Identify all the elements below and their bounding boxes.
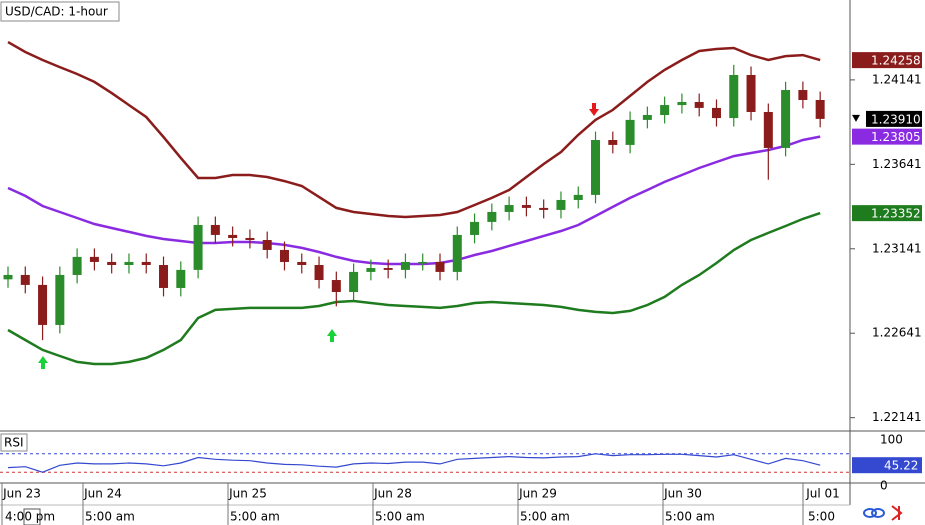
chart-title: USD/CAD: 1-hour — [5, 5, 108, 19]
candle-body — [608, 140, 618, 145]
band-value-box — [852, 128, 922, 145]
candle-body — [107, 261, 117, 265]
date-label: Jun 28 — [373, 487, 412, 501]
time-label: 4:00 pm — [5, 510, 55, 524]
band-value-box — [852, 205, 922, 222]
candle-body — [763, 111, 773, 148]
rsi-line — [7, 453, 821, 473]
y-tick-label: 1.22141 — [872, 410, 922, 424]
candle-body — [400, 261, 410, 270]
candle-body — [89, 256, 99, 262]
rsi-value-box — [852, 457, 922, 474]
candle-body — [20, 274, 30, 285]
candle-body — [694, 102, 704, 108]
y-tick-label: 1.23141 — [872, 241, 922, 255]
time-label: 5:00 — [808, 510, 835, 524]
candle-body — [72, 256, 82, 275]
candle-body — [245, 237, 255, 240]
candle-body — [487, 211, 497, 222]
date-label: Jun 30 — [663, 487, 702, 501]
buy-arrow — [327, 329, 337, 342]
band-value-box — [852, 52, 922, 69]
candle-body — [591, 140, 601, 195]
candle-body — [366, 268, 376, 272]
candle-body — [642, 115, 652, 120]
candle-body — [349, 271, 359, 293]
candle-body — [159, 264, 169, 288]
rsi-label: RSI — [4, 436, 24, 450]
rsi-value-label: 45.22 — [884, 459, 918, 473]
candle-body — [297, 261, 307, 265]
candle-body — [677, 102, 687, 106]
date-label: Jul 01 — [805, 487, 840, 501]
candle-body — [124, 261, 134, 265]
candle-body — [573, 194, 583, 200]
sell-arrow — [589, 103, 599, 116]
date-label: Jun 25 — [228, 487, 267, 501]
band-value-label: 1.24258 — [871, 54, 921, 68]
candle-body — [729, 74, 739, 119]
candle-body — [470, 221, 480, 235]
date-label: Jun 29 — [518, 487, 557, 501]
candle-body — [38, 284, 48, 325]
candle-body — [435, 261, 445, 272]
candle-body — [781, 90, 791, 148]
band-value-label: 1.23805 — [871, 130, 921, 144]
candle-body — [3, 274, 13, 280]
time-label: 5:00 am — [85, 510, 135, 524]
candle-body — [331, 280, 341, 293]
link-icon[interactable] — [863, 508, 885, 518]
candle-body — [210, 224, 220, 235]
rsi-tick-label: 0 — [880, 479, 888, 493]
candle-body — [279, 249, 289, 262]
band-value-label: 1.23352 — [871, 207, 921, 221]
candle-body — [452, 234, 462, 272]
candle-body — [193, 224, 203, 270]
candle-body — [228, 234, 238, 238]
y-tick-label: 1.23641 — [872, 157, 922, 171]
scroll-box[interactable] — [23, 508, 41, 525]
candle-body — [176, 269, 186, 288]
candle-body — [556, 199, 566, 210]
candle-body — [55, 274, 65, 325]
buy-arrow — [38, 356, 48, 369]
candle-body — [815, 99, 825, 119]
last-price-label: 1.23910 — [871, 112, 921, 126]
last-price-box — [866, 110, 922, 127]
forward-icon[interactable] — [891, 505, 903, 521]
candle-body — [262, 239, 272, 250]
time-label: 5:00 am — [520, 510, 570, 524]
date-label: Jun 23 — [2, 487, 41, 501]
time-label: 5:00 am — [230, 510, 280, 524]
time-label: 5:00 am — [665, 510, 715, 524]
candle-body — [504, 205, 514, 212]
candle-body — [798, 90, 808, 100]
last-price-pointer — [852, 114, 860, 122]
time-label: 5:00 am — [375, 510, 425, 524]
candle-body — [625, 119, 635, 145]
y-tick-label: 1.22641 — [872, 326, 922, 340]
candle-body — [711, 107, 721, 119]
date-label: Jun 24 — [83, 487, 122, 501]
candle-body — [314, 264, 324, 281]
candle-body — [539, 207, 549, 210]
candle-body — [660, 105, 670, 116]
candle-body — [418, 261, 428, 264]
candle-body — [383, 268, 393, 270]
y-tick-label: 1.24141 — [872, 72, 922, 86]
rsi-tick-label: 100 — [880, 433, 903, 447]
symbol-box — [0, 1, 120, 22]
candle-body — [141, 261, 151, 265]
candle-body — [746, 74, 756, 112]
candle-body — [521, 205, 531, 208]
band-lower — [7, 211, 821, 366]
band-upper — [7, 41, 821, 219]
band-middle — [7, 135, 821, 266]
rsi-box — [0, 433, 28, 452]
